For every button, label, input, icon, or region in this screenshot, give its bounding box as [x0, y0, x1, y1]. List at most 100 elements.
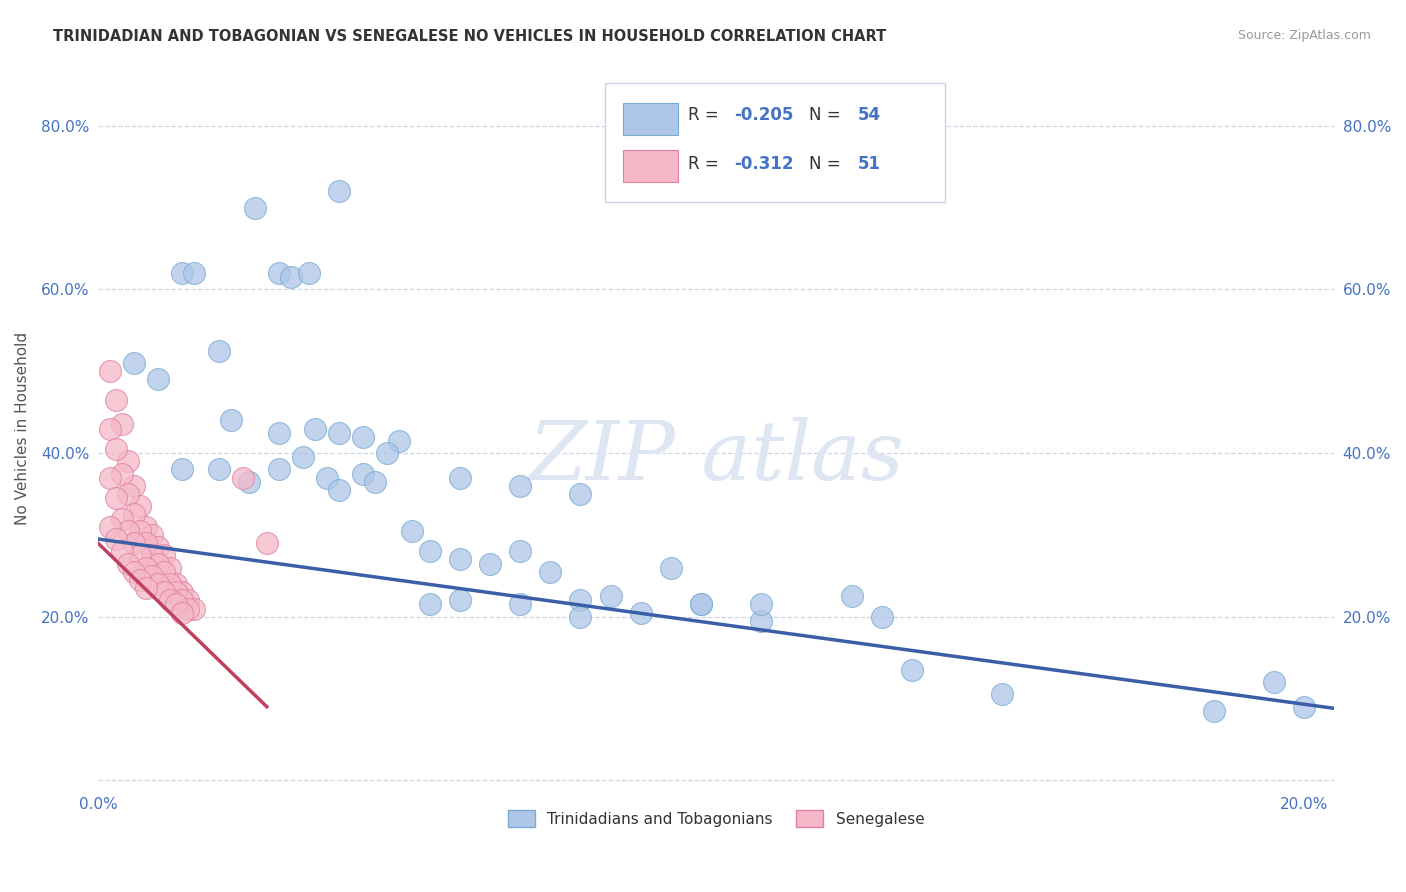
Point: [256, 536, 278, 550]
Point: [117, 524, 139, 538]
Point: [141, 528, 163, 542]
Text: R =: R =: [688, 106, 724, 124]
Point: [111, 417, 134, 432]
Point: [122, 536, 145, 550]
Point: [659, 560, 682, 574]
Point: [219, 413, 242, 427]
Point: [172, 593, 194, 607]
Point: [870, 609, 893, 624]
Point: [569, 487, 592, 501]
Point: [599, 589, 621, 603]
Point: [165, 598, 187, 612]
Point: [141, 569, 163, 583]
Point: [135, 560, 157, 574]
Point: [122, 565, 145, 579]
Point: [316, 470, 339, 484]
Point: [232, 470, 254, 484]
Point: [267, 462, 290, 476]
Point: [98, 364, 121, 378]
Point: [98, 519, 121, 533]
Y-axis label: No Vehicles in Household: No Vehicles in Household: [15, 332, 30, 525]
Point: [141, 549, 163, 563]
Point: [148, 372, 170, 386]
Point: [159, 593, 181, 607]
Point: [183, 601, 205, 615]
Point: [148, 540, 170, 554]
Point: [122, 508, 145, 522]
Point: [105, 491, 128, 505]
Point: [129, 573, 152, 587]
Point: [419, 598, 441, 612]
Point: [98, 421, 121, 435]
Point: [538, 565, 561, 579]
Point: [105, 532, 128, 546]
Text: ZIP atlas: ZIP atlas: [529, 417, 904, 498]
Text: Source: ZipAtlas.com: Source: ZipAtlas.com: [1237, 29, 1371, 42]
Point: [183, 266, 205, 280]
Point: [165, 585, 187, 599]
Point: [478, 557, 501, 571]
Point: [352, 430, 374, 444]
Point: [690, 598, 713, 612]
Point: [841, 589, 863, 603]
Point: [991, 688, 1014, 702]
Point: [901, 663, 924, 677]
Point: [117, 454, 139, 468]
Point: [419, 544, 441, 558]
Point: [98, 470, 121, 484]
Point: [267, 266, 290, 280]
Point: [117, 487, 139, 501]
Point: [129, 500, 152, 514]
Point: [148, 557, 170, 571]
Point: [569, 593, 592, 607]
Point: [105, 442, 128, 456]
Point: [159, 560, 181, 574]
Point: [111, 467, 134, 481]
Point: [122, 479, 145, 493]
Point: [135, 581, 157, 595]
Point: [207, 343, 229, 358]
Point: [1202, 704, 1225, 718]
Point: [135, 536, 157, 550]
Point: [328, 483, 350, 497]
Text: N =: N =: [808, 155, 845, 173]
Point: [129, 524, 152, 538]
Point: [749, 598, 772, 612]
Point: [690, 598, 713, 612]
Point: [153, 565, 176, 579]
Text: -0.205: -0.205: [734, 106, 794, 124]
Point: [207, 462, 229, 476]
Legend: Trinidadians and Tobagonians, Senegalese: Trinidadians and Tobagonians, Senegalese: [501, 802, 932, 835]
Point: [377, 446, 399, 460]
Point: [111, 544, 134, 558]
Point: [165, 577, 187, 591]
Point: [159, 577, 181, 591]
Point: [111, 511, 134, 525]
FancyBboxPatch shape: [623, 103, 678, 135]
Point: [153, 585, 176, 599]
Point: [1263, 675, 1285, 690]
Point: [172, 462, 194, 476]
FancyBboxPatch shape: [623, 150, 678, 182]
Point: [172, 606, 194, 620]
Text: 54: 54: [858, 106, 882, 124]
Point: [291, 450, 314, 465]
Point: [267, 425, 290, 440]
Text: TRINIDADIAN AND TOBAGONIAN VS SENEGALESE NO VEHICLES IN HOUSEHOLD CORRELATION CH: TRINIDADIAN AND TOBAGONIAN VS SENEGALESE…: [53, 29, 887, 44]
Point: [153, 549, 176, 563]
Point: [749, 614, 772, 628]
Text: 51: 51: [858, 155, 882, 173]
Point: [177, 593, 200, 607]
Point: [509, 544, 531, 558]
Point: [569, 609, 592, 624]
Point: [172, 266, 194, 280]
Point: [148, 577, 170, 591]
Point: [1292, 699, 1315, 714]
Point: [304, 421, 326, 435]
Point: [122, 356, 145, 370]
Point: [509, 479, 531, 493]
Point: [388, 434, 411, 448]
Point: [172, 585, 194, 599]
Point: [509, 598, 531, 612]
Point: [298, 266, 321, 280]
